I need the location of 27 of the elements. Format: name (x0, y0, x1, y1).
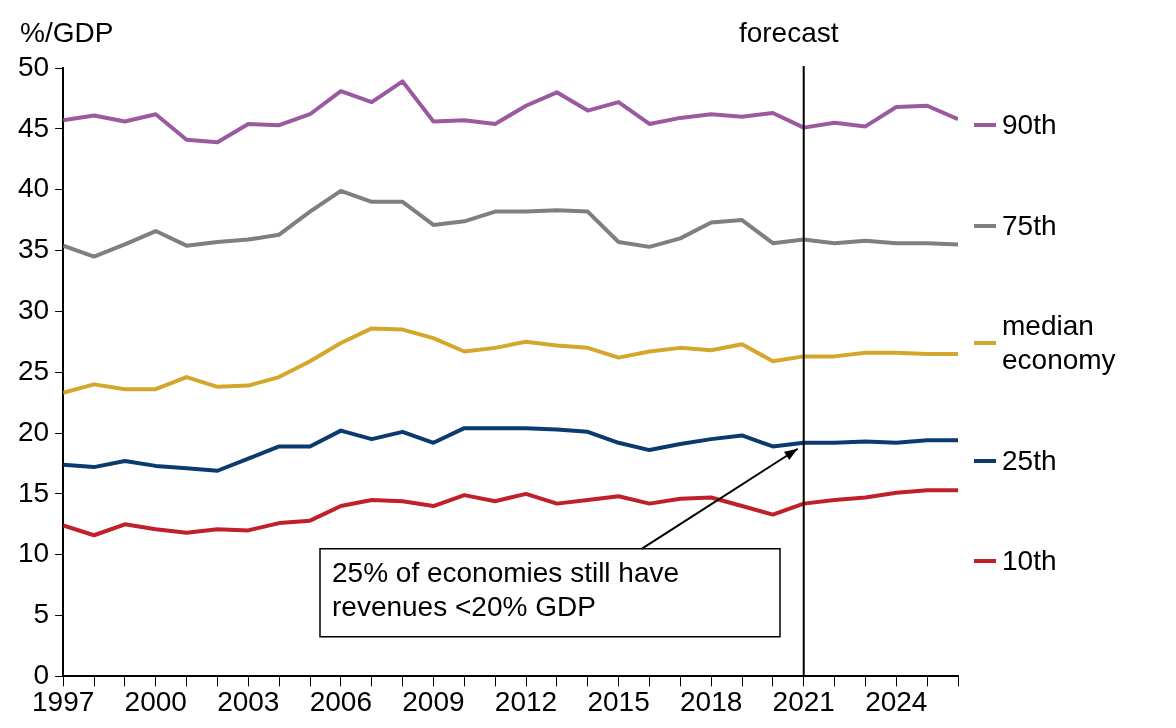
annotation: 25% of economies still have revenues <20% GDP (332, 557, 680, 623)
x-tick-label: 2024 (865, 685, 928, 717)
y-tick-label: 10 (17, 537, 50, 569)
x-tick-label: 2006 (309, 685, 373, 717)
y-tick-label: 45 (17, 111, 50, 143)
x-tick-label: 2003 (217, 685, 280, 717)
y-tick-label: 30 (17, 294, 50, 326)
x-tick-label: 2018 (679, 685, 743, 717)
y-tick-label: 35 (17, 233, 50, 265)
legend-label: 75th (1002, 208, 1057, 243)
legend-label: 25th (1002, 443, 1057, 478)
y-tick-label: 15 (17, 476, 50, 508)
x-tick-label: 2000 (124, 685, 187, 717)
y-tick-label: 25 (17, 354, 50, 386)
x-tick-label: 2015 (587, 685, 650, 717)
y-tick-label: 20 (17, 415, 50, 447)
legend-label: median economy (1002, 309, 1117, 377)
y-tick-label: 5 (33, 598, 50, 630)
y-tick-label: 50 (17, 50, 50, 82)
legend-label: 90th (1002, 108, 1057, 142)
x-tick-label: 2012 (494, 685, 558, 717)
x-tick-label: 2021 (772, 685, 835, 717)
x-tick-label: 2009 (402, 685, 465, 717)
legend-label: 10th (1002, 544, 1057, 578)
y-axis-title: %/GDP (20, 16, 114, 48)
y-tick-label: 40 (17, 172, 50, 204)
ref-line-label: forecast (738, 16, 839, 48)
